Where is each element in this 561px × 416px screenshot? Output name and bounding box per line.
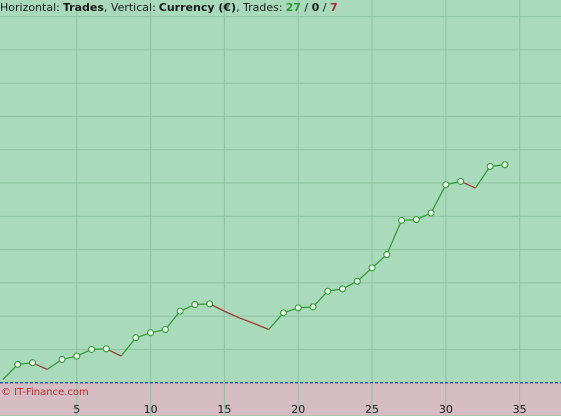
winning-trade-segment (430, 184, 447, 214)
winning-trade-segment (120, 337, 137, 357)
winning-trade-point (294, 304, 302, 312)
winning-trade-point (73, 352, 81, 360)
winning-trade-point (206, 300, 214, 308)
x-tick-label: 35 (513, 403, 527, 416)
winning-trade-point (58, 355, 66, 363)
winning-trade-point (191, 301, 199, 309)
winning-trade-point (457, 177, 465, 185)
winning-trade-point (398, 216, 406, 224)
winning-trade-point (368, 264, 376, 272)
loss-zone (0, 382, 561, 416)
winning-trade-point (161, 325, 169, 333)
winning-trade-segment (2, 363, 19, 380)
winning-trade-point (486, 162, 494, 170)
winning-trade-point (309, 303, 317, 311)
x-tick-label: 20 (291, 403, 305, 416)
winning-trade-point (353, 277, 361, 285)
losing-trade-segment (224, 310, 240, 319)
winning-trade-point (88, 345, 96, 353)
winning-trade-point (14, 360, 22, 368)
separator-2: / (319, 1, 330, 14)
winning-trade-segment (474, 166, 491, 189)
winning-trade-point (102, 345, 110, 353)
winning-trade-point (28, 359, 36, 367)
even-count: 0 (312, 1, 320, 14)
vertical-value: Currency (€) (159, 1, 236, 14)
x-tick-label: 10 (144, 403, 158, 416)
winning-trade-point (427, 209, 435, 217)
horizontal-label: Horizontal: (0, 1, 60, 14)
x-tick-label: 15 (217, 403, 231, 416)
chart-header: Horizontal: Trades, Vertical: Currency (€)… (0, 1, 338, 14)
winning-trade-point (132, 334, 140, 342)
winning-trade-point (339, 285, 347, 293)
winning-trade-segment (164, 310, 181, 330)
winning-trade-point (442, 181, 450, 189)
separator-1: / (301, 1, 312, 14)
winning-trade-segment (386, 220, 403, 255)
losing-trade-segment (253, 322, 269, 331)
winning-trade-point (176, 307, 184, 315)
equity-points (14, 161, 509, 368)
winning-trade-point (147, 329, 155, 337)
x-tick-labels: 5 10 15 20 25 30 35 (73, 403, 526, 416)
losing-trade-segment (238, 317, 255, 325)
trades-label: , Trades: (236, 1, 283, 14)
horizontal-value: Trades (63, 1, 104, 14)
winning-trade-point (412, 216, 420, 224)
x-tick-label: 5 (73, 403, 80, 416)
wins-count: 27 (286, 1, 301, 14)
winning-trade-segment (268, 312, 284, 330)
winning-trade-point (324, 287, 332, 295)
vertical-label: , Vertical: (104, 1, 156, 14)
winning-trade-point (383, 251, 391, 259)
losses-count: 7 (330, 1, 338, 14)
x-tick-label: 30 (439, 403, 453, 416)
x-tick-label: 25 (365, 403, 379, 416)
winning-trade-point (279, 309, 287, 317)
winning-trade-point (501, 161, 509, 169)
winning-trade-segment (312, 290, 329, 308)
watermark: © IT-Finance.com (1, 387, 89, 398)
